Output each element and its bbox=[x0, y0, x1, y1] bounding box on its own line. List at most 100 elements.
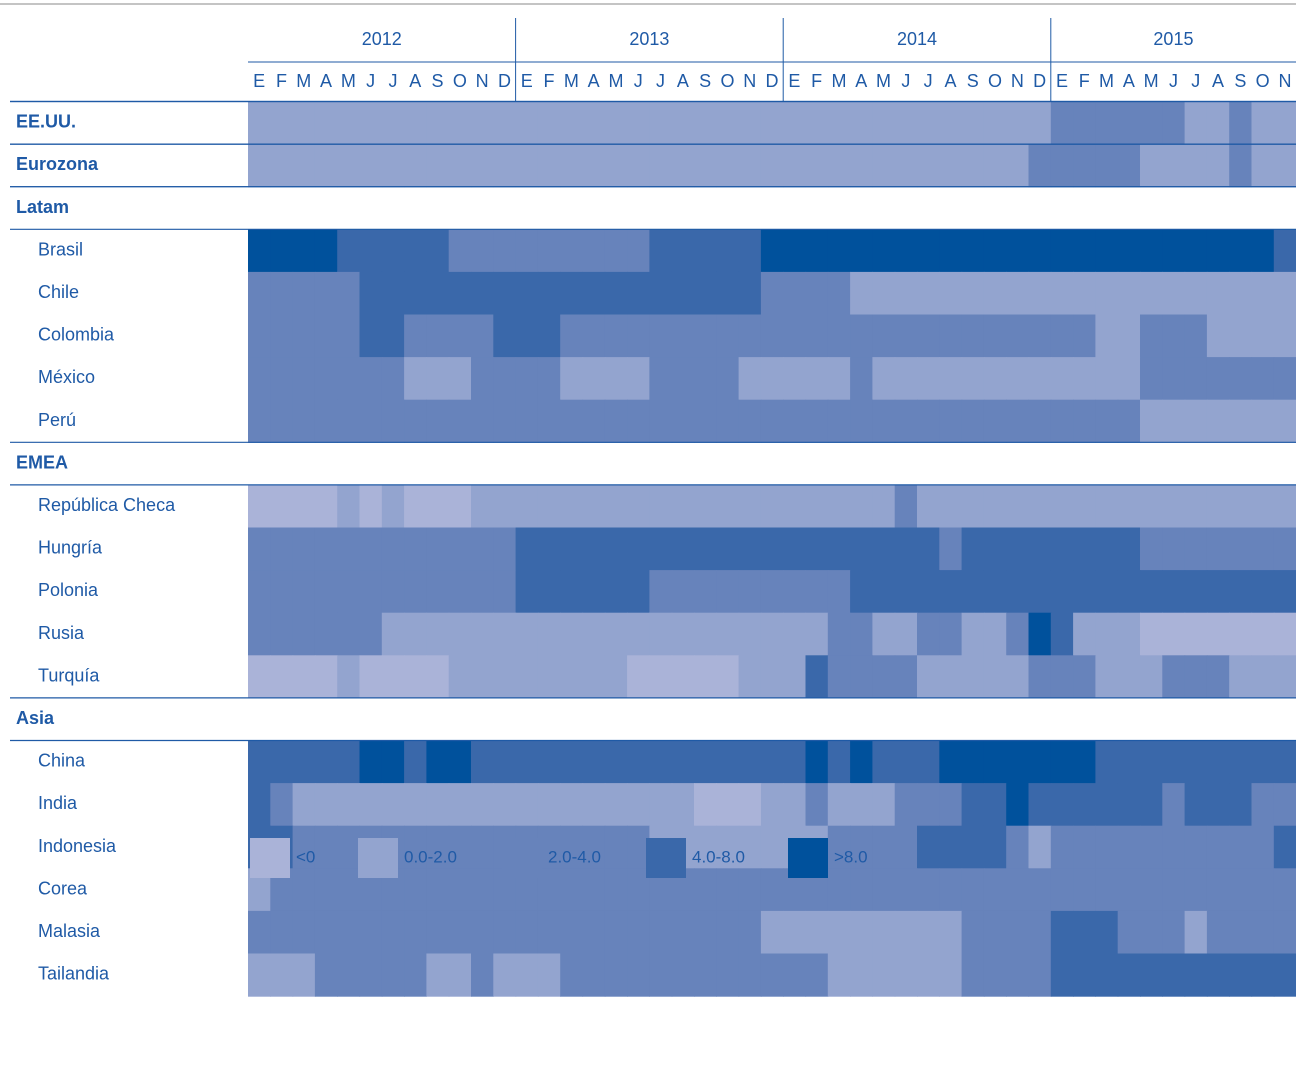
cell bbox=[270, 655, 294, 699]
cell bbox=[872, 229, 896, 273]
cell bbox=[270, 910, 294, 955]
cell bbox=[738, 357, 762, 401]
cell bbox=[738, 953, 762, 997]
cell bbox=[783, 740, 807, 784]
cell bbox=[649, 357, 673, 401]
cell bbox=[694, 357, 717, 401]
cell bbox=[850, 357, 873, 401]
cell bbox=[1162, 655, 1186, 699]
cell bbox=[1050, 357, 1074, 401]
row-label: China bbox=[38, 751, 86, 771]
cell bbox=[827, 868, 851, 912]
cell bbox=[448, 357, 472, 401]
cell bbox=[894, 740, 918, 784]
cell bbox=[1050, 271, 1074, 316]
cell bbox=[894, 101, 918, 145]
cell bbox=[805, 953, 829, 997]
cell bbox=[560, 740, 584, 784]
cell bbox=[1006, 144, 1030, 188]
cell bbox=[314, 783, 338, 827]
cell bbox=[894, 910, 918, 955]
cell bbox=[1251, 612, 1275, 656]
cell bbox=[983, 144, 1007, 188]
cell bbox=[872, 825, 896, 869]
cell bbox=[426, 527, 450, 571]
month-label: S bbox=[967, 71, 979, 91]
cell bbox=[1095, 144, 1119, 188]
cell bbox=[292, 399, 316, 443]
cell bbox=[537, 101, 561, 145]
cell bbox=[359, 953, 383, 997]
cell bbox=[448, 527, 472, 571]
cell bbox=[1028, 144, 1052, 188]
cell bbox=[894, 144, 918, 188]
row-label: Tailandia bbox=[38, 964, 110, 984]
cell bbox=[827, 783, 851, 827]
cell bbox=[1117, 910, 1141, 955]
cell bbox=[493, 570, 517, 614]
cell bbox=[1050, 740, 1074, 784]
cell bbox=[248, 314, 271, 358]
cell bbox=[961, 570, 985, 614]
cell bbox=[1140, 144, 1163, 188]
cell bbox=[292, 144, 316, 188]
cell bbox=[270, 527, 294, 571]
cell bbox=[404, 783, 427, 827]
cell bbox=[426, 314, 450, 358]
cell bbox=[314, 271, 338, 316]
cell bbox=[448, 101, 472, 145]
month-label: N bbox=[1011, 71, 1024, 91]
cell bbox=[270, 783, 294, 827]
cell bbox=[1273, 357, 1296, 401]
cell bbox=[805, 868, 829, 912]
cell bbox=[627, 399, 650, 443]
cell bbox=[1117, 399, 1141, 443]
cell bbox=[270, 868, 294, 912]
cell bbox=[314, 314, 338, 358]
month-label: S bbox=[432, 71, 444, 91]
cell bbox=[560, 825, 584, 869]
cell bbox=[694, 101, 717, 145]
cell bbox=[471, 570, 494, 614]
month-label: A bbox=[1212, 71, 1224, 91]
cell bbox=[1229, 101, 1253, 145]
cell bbox=[694, 527, 717, 571]
cell bbox=[515, 570, 539, 614]
month-label: J bbox=[924, 71, 933, 91]
cell bbox=[627, 357, 650, 401]
cell bbox=[939, 825, 963, 869]
cell bbox=[850, 229, 873, 273]
cell bbox=[694, 484, 717, 529]
cell bbox=[1117, 484, 1141, 529]
month-label: M bbox=[341, 71, 356, 91]
cell bbox=[560, 868, 584, 912]
cell bbox=[515, 953, 539, 997]
cell bbox=[1006, 271, 1030, 316]
cell bbox=[805, 740, 829, 784]
month-label: J bbox=[656, 71, 665, 91]
cell bbox=[537, 868, 561, 912]
cell bbox=[1273, 314, 1296, 358]
legend-label: 4.0-8.0 bbox=[692, 847, 745, 866]
cell bbox=[560, 655, 584, 699]
cell bbox=[292, 612, 316, 656]
cell bbox=[917, 570, 940, 614]
cell bbox=[738, 910, 762, 955]
cell bbox=[983, 868, 1007, 912]
cell bbox=[1229, 484, 1253, 529]
month-label: F bbox=[811, 71, 822, 91]
cell bbox=[537, 910, 561, 955]
cell bbox=[1273, 910, 1296, 955]
month-label: J bbox=[901, 71, 910, 91]
cell bbox=[961, 868, 985, 912]
cell bbox=[560, 484, 584, 529]
cell bbox=[760, 357, 784, 401]
cell bbox=[537, 399, 561, 443]
cell bbox=[337, 612, 361, 656]
cell bbox=[983, 101, 1007, 145]
cell bbox=[671, 229, 695, 273]
cell bbox=[827, 527, 851, 571]
cell bbox=[1095, 271, 1119, 316]
cell bbox=[1006, 612, 1030, 656]
